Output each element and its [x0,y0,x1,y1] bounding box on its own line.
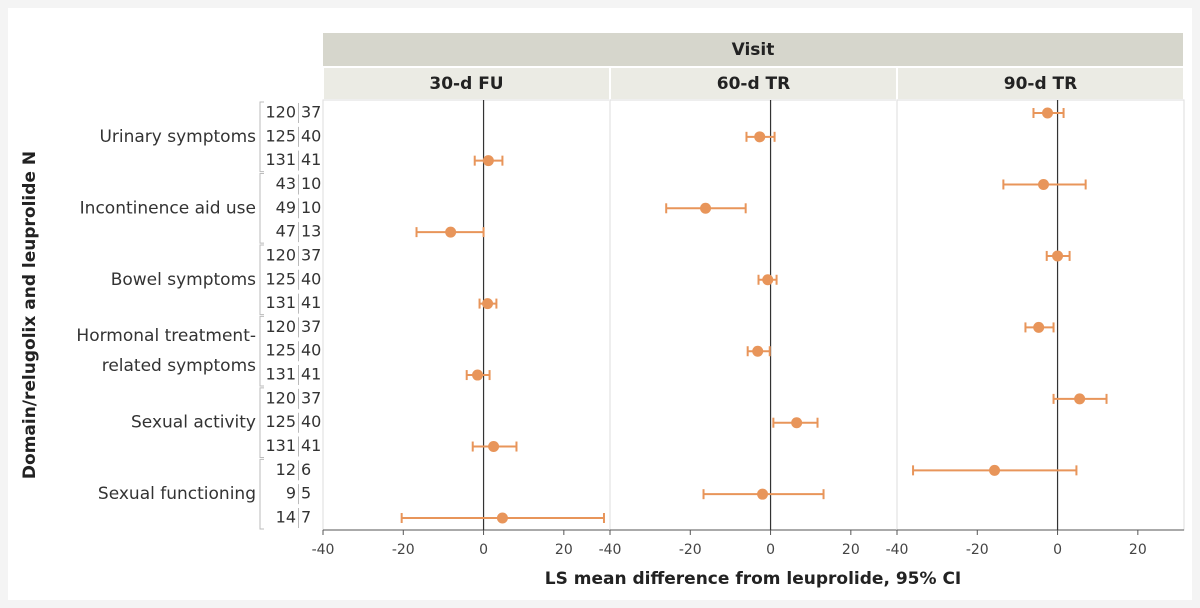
n-leuprolide: 41 [301,150,321,169]
n-relugolix: 120 [265,103,296,122]
n-leuprolide: 37 [301,388,321,407]
x-tick-label: -20 [392,542,415,558]
point [1074,393,1086,405]
point [482,298,494,310]
n-relugolix: 125 [265,126,296,145]
point [1033,321,1045,333]
n-relugolix: 14 [276,508,296,527]
panel-label: 60-d TR [717,74,791,94]
n-relugolix: 120 [265,317,296,336]
n-relugolix: 120 [265,245,296,264]
n-relugolix: 43 [276,174,296,193]
point [1042,107,1054,119]
n-relugolix: 131 [265,293,296,312]
n-relugolix: 49 [276,198,296,217]
header-band [323,33,1183,67]
x-tick-label: 0 [479,542,488,558]
n-relugolix: 125 [265,412,296,431]
x-tick-label: 0 [766,542,775,558]
group-bracket [259,244,264,316]
x-tick-label: 20 [842,542,860,558]
n-leuprolide: 6 [301,460,311,479]
canvas [8,8,1192,600]
point [1038,178,1050,190]
point [1052,250,1064,262]
n-leuprolide: 37 [301,245,321,264]
domain-label: Sexual activity [131,413,256,433]
n-leuprolide: 7 [301,508,311,527]
x-tick-label: -40 [886,542,909,558]
n-relugolix: 131 [265,365,296,384]
n-leuprolide: 5 [301,484,311,503]
x-tick-label: 20 [1129,542,1147,558]
x-tick-label: -20 [679,542,702,558]
x-tick-label: 20 [555,542,573,558]
panel-label: 90-d TR [1004,74,1078,94]
point [488,441,500,453]
group-bracket [259,172,264,244]
point [762,274,774,286]
point [752,345,764,357]
n-leuprolide: 41 [301,436,321,455]
n-relugolix: 47 [276,222,296,241]
n-leuprolide: 37 [301,317,321,336]
n-relugolix: 125 [265,269,296,288]
domain-label: Sexual functioning [98,484,256,504]
point [757,488,769,500]
point [700,202,712,214]
domain-label: Bowel symptoms [111,270,256,290]
group-bracket [259,387,264,459]
n-relugolix: 131 [265,436,296,455]
point [445,226,457,238]
domain-label: related symptoms [102,356,256,376]
n-relugolix: 131 [265,150,296,169]
n-relugolix: 125 [265,341,296,360]
group-bracket [259,458,264,530]
group-bracket [259,315,264,387]
domain-label: Incontinence aid use [80,198,256,218]
n-leuprolide: 40 [301,412,321,431]
panel-label: 30-d FU [429,74,503,94]
domain-label: Urinary symptoms [99,127,256,147]
point [496,512,508,524]
x-tick-label: -40 [599,542,622,558]
chart-title: Visit [732,40,775,60]
n-leuprolide: 37 [301,103,321,122]
group-bracket [259,101,264,173]
point [472,369,484,381]
x-axis-label: LS mean difference from leuprolide, 95% … [545,569,962,589]
n-leuprolide: 10 [301,174,321,193]
point [482,155,494,167]
n-relugolix: 12 [276,460,296,479]
n-leuprolide: 41 [301,365,321,384]
domain-label: Hormonal treatment- [76,326,256,346]
n-leuprolide: 40 [301,269,321,288]
n-relugolix: 9 [286,484,296,503]
n-leuprolide: 40 [301,341,321,360]
n-leuprolide: 10 [301,198,321,217]
n-relugolix: 120 [265,388,296,407]
point [791,417,803,429]
n-leuprolide: 13 [301,222,321,241]
y-axis-label: Domain/relugolix and leuprolide N [20,151,40,479]
n-leuprolide: 40 [301,126,321,145]
x-tick-label: -40 [312,542,335,558]
x-tick-label: 0 [1053,542,1062,558]
point [989,464,1001,476]
point [754,131,766,143]
x-tick-label: -20 [966,542,989,558]
n-leuprolide: 41 [301,293,321,312]
